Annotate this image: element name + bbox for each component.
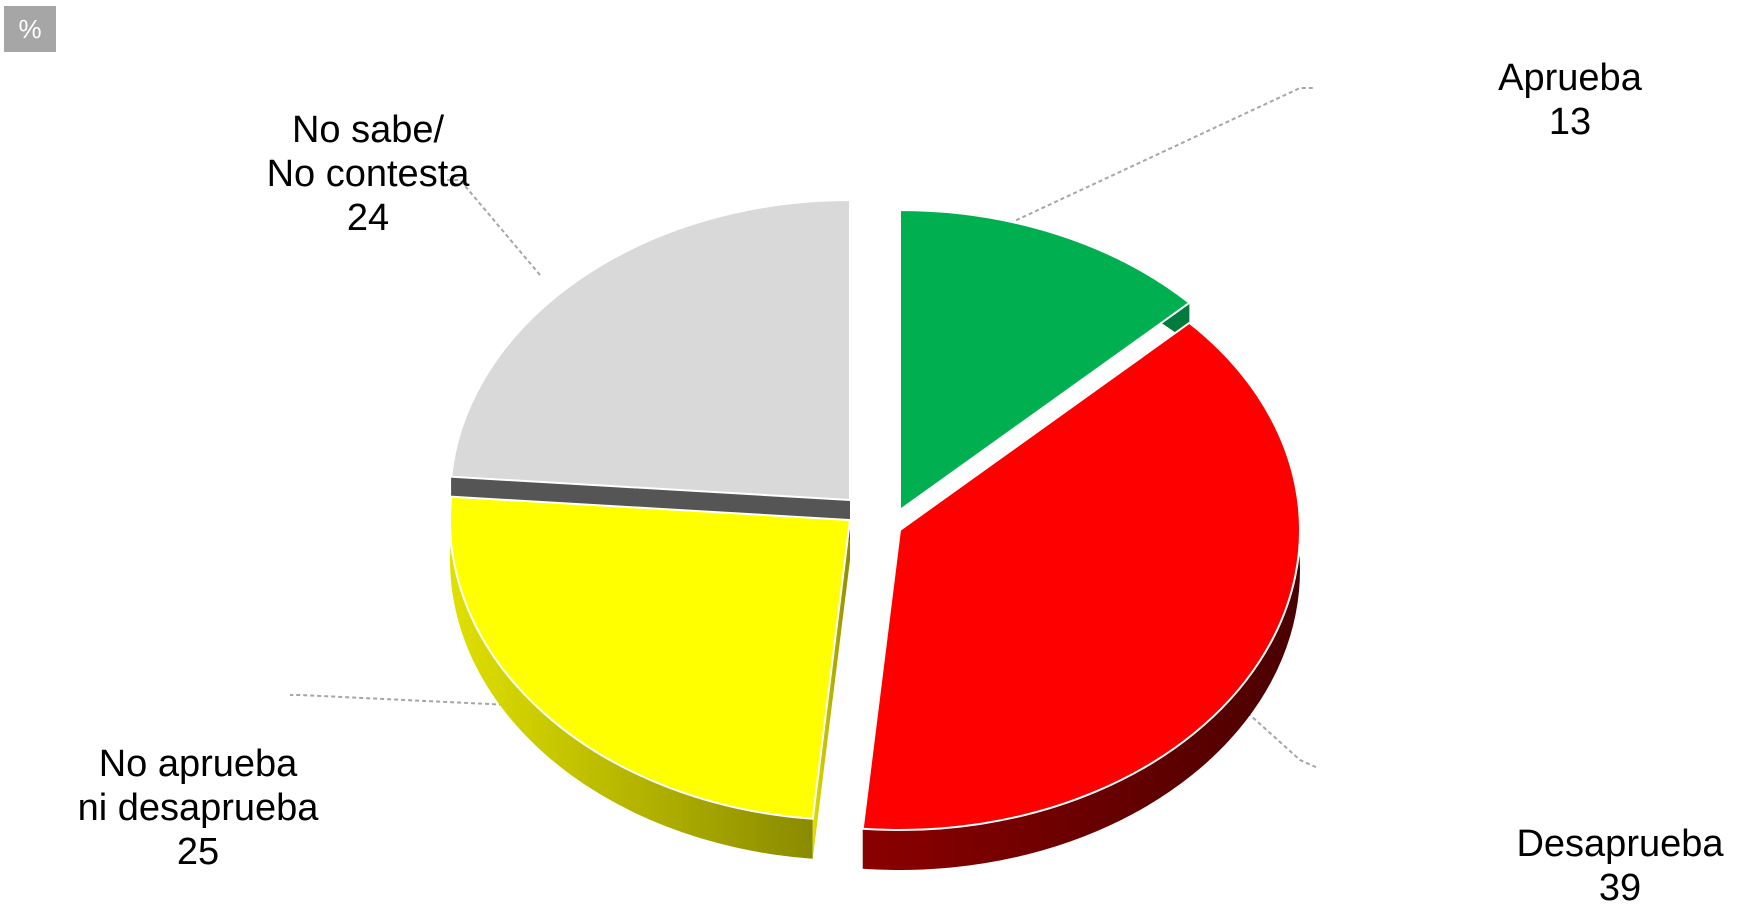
- slice-no-sabe-no-contesta: [450, 198, 851, 502]
- label-ni-line2: ni desaprueba: [77, 787, 319, 829]
- leader-line-3: [1179, 651, 1319, 769]
- label-nsnc: No sabe/ No contesta 24: [267, 108, 470, 240]
- label-nsnc-line2: No contesta: [266, 153, 470, 195]
- leader-line-0: [977, 87, 1315, 239]
- unit-badge: %: [4, 6, 56, 52]
- label-nsnc-line1: No sabe/: [291, 109, 445, 151]
- slice-aprueba: [899, 208, 1192, 512]
- label-aprueba-name: Aprueba: [1498, 57, 1642, 99]
- label-desaprueba-value: 39: [1598, 867, 1642, 909]
- label-aprueba: Aprueba 13: [1460, 56, 1680, 144]
- leader-line-2: [290, 694, 511, 706]
- slice-side-2: [449, 496, 813, 859]
- slice-desaprueba: [861, 321, 1301, 831]
- leader-line-1: [442, 179, 541, 276]
- label-aprueba-value: 13: [1548, 101, 1592, 143]
- label-desaprueba-name: Desaprueba: [1516, 823, 1724, 865]
- label-ni: No aprueba ni desaprueba 25: [78, 742, 319, 874]
- slice-no-aprueba-ni-desaprueba: [449, 495, 852, 820]
- label-ni-line1: No aprueba: [98, 743, 298, 785]
- label-desaprueba: Desaprueba 39: [1516, 822, 1723, 910]
- label-ni-value: 25: [176, 831, 220, 873]
- slice-edge-2: [812, 520, 850, 859]
- label-nsnc-value: 24: [346, 197, 390, 239]
